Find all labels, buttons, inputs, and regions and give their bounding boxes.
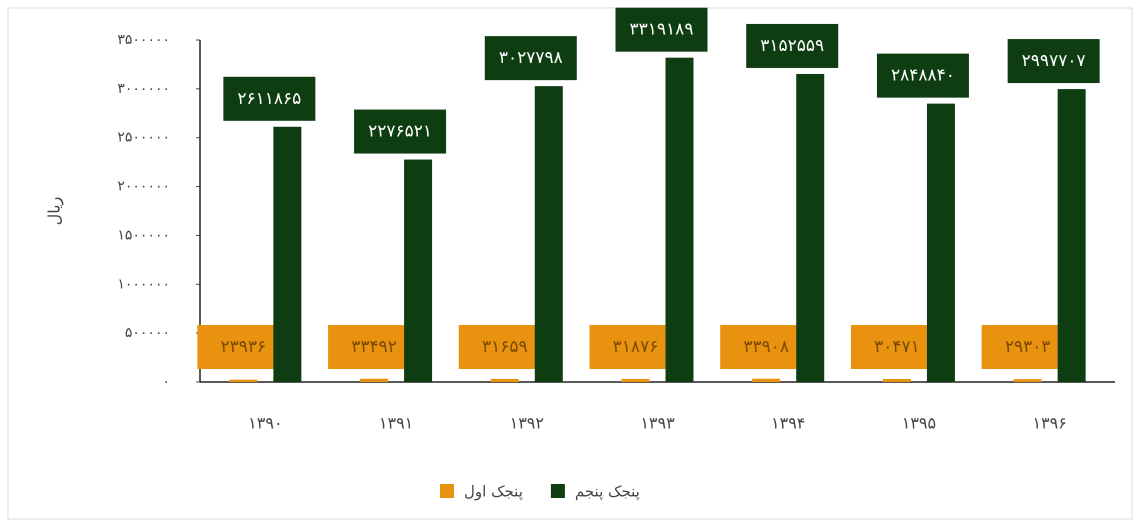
data-label-box xyxy=(615,7,708,52)
data-label: ۳۰۲۷۷۹۸ xyxy=(499,48,563,68)
bar xyxy=(796,73,825,382)
bar xyxy=(490,378,519,382)
data-label-box xyxy=(484,36,577,81)
y-tick-label: ۵۰۰۰۰۰ xyxy=(125,325,170,341)
data-label: ۳۱۶۵۹ xyxy=(482,337,528,357)
data-label: ۲۲۷۶۵۲۱ xyxy=(368,122,432,142)
data-label: ۳۳۱۹۱۸۹ xyxy=(630,20,694,40)
x-tick-label: ۱۳۹۱ xyxy=(379,414,413,433)
x-tick-label: ۱۳۹۶ xyxy=(1032,414,1066,433)
x-tick-label: ۱۳۹۵ xyxy=(902,414,936,433)
bar xyxy=(926,103,955,383)
bar xyxy=(1057,89,1086,382)
data-label: ۲۶۱۱۸۶۵ xyxy=(237,89,301,109)
data-label: ۲۸۴۸۸۴۰ xyxy=(891,66,955,86)
y-axis-label: ریال xyxy=(45,197,65,226)
data-label-box xyxy=(354,109,447,154)
y-tick-label: ۱۰۰۰۰۰۰ xyxy=(117,276,170,292)
data-label: ۲۳۹۳۶ xyxy=(221,337,267,357)
data-label: ۳۳۴۹۲ xyxy=(351,337,397,357)
bar xyxy=(621,378,650,382)
x-tick-label: ۱۳۹۳ xyxy=(640,414,675,433)
legend-label: پنجک اول xyxy=(464,483,523,502)
legend-label: پنجک پنجم xyxy=(575,483,640,502)
x-tick-label: ۱۳۹۰ xyxy=(248,414,282,433)
bar xyxy=(752,378,781,382)
data-label: ۳۳۹۰۸ xyxy=(743,337,789,357)
data-label-box xyxy=(876,53,969,98)
data-label: ۳۱۸۷۶ xyxy=(613,337,659,357)
x-tick-label: ۱۳۹۲ xyxy=(510,414,544,433)
bar xyxy=(534,86,563,383)
x-tick-label: ۱۳۹۴ xyxy=(771,414,805,433)
bar xyxy=(360,378,389,382)
y-tick-label: ۳۵۰۰۰۰۰ xyxy=(117,32,170,48)
bar xyxy=(665,57,694,382)
data-label-box xyxy=(1007,39,1100,84)
legend-swatch xyxy=(550,484,565,498)
bar xyxy=(882,379,911,382)
bar xyxy=(1013,379,1042,382)
data-label: ۳۱۵۲۵۵۹ xyxy=(760,36,824,56)
data-label-box xyxy=(746,23,839,68)
y-tick-label: ۲۰۰۰۰۰۰ xyxy=(117,179,170,195)
y-tick-label: ۳۰۰۰۰۰۰ xyxy=(117,81,170,97)
data-label-box xyxy=(223,76,316,121)
bar xyxy=(229,379,258,382)
data-label: ۲۹۹۷۷۰۷ xyxy=(1022,51,1086,71)
legend-swatch xyxy=(440,484,454,498)
data-label: ۳۰۴۷۱ xyxy=(874,337,920,357)
bar xyxy=(273,126,302,382)
data-label: ۲۹۳۰۳ xyxy=(1005,337,1051,357)
y-tick-label: ۲۵۰۰۰۰۰ xyxy=(117,130,170,146)
y-tick-label: ۱۵۰۰۰۰۰ xyxy=(117,227,170,243)
y-tick-label: ۰ xyxy=(162,374,170,390)
bar xyxy=(404,159,433,382)
